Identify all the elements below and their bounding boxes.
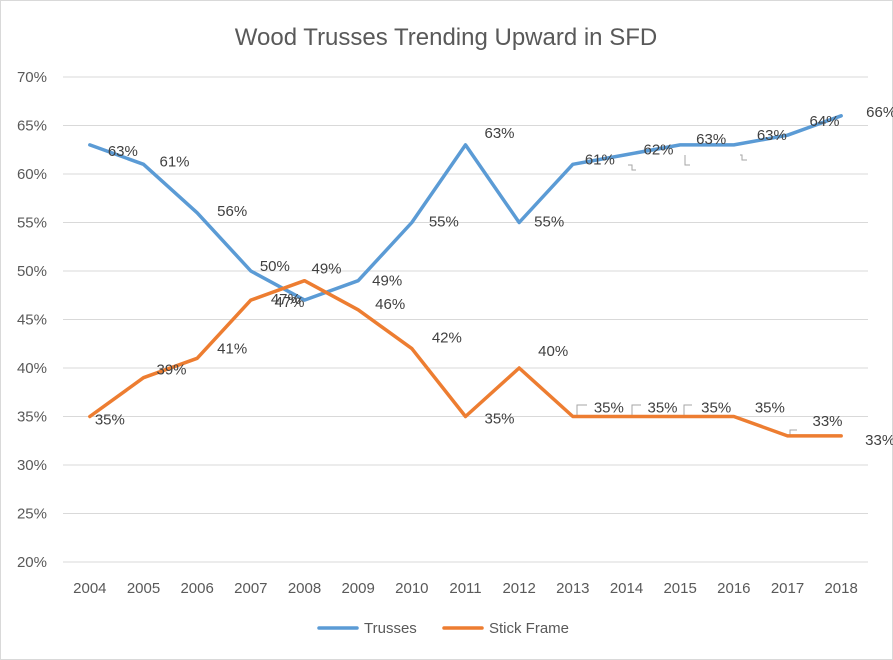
data-label: 56% <box>217 203 247 220</box>
leader-line <box>740 154 747 161</box>
data-label: 33% <box>812 413 842 430</box>
data-label: 66% <box>866 104 893 121</box>
data-label: 55% <box>534 214 564 231</box>
legend: Trusses Stick Frame <box>317 620 569 637</box>
x-tick-label: 2015 <box>663 580 696 597</box>
x-tick-label: 2013 <box>556 580 589 597</box>
x-tick-label: 2008 <box>288 580 321 597</box>
data-label: 55% <box>429 214 459 231</box>
series-lines <box>88 114 843 438</box>
data-label: 61% <box>159 153 189 170</box>
legend-label: Trusses <box>364 620 417 637</box>
data-label: 50% <box>260 258 290 275</box>
series-line-stick-frame <box>88 278 843 438</box>
x-tick-label: 2017 <box>771 580 804 597</box>
y-tick-label: 35% <box>17 409 47 426</box>
data-label: 35% <box>594 400 624 417</box>
gridlines <box>63 76 868 563</box>
legend-label: Stick Frame <box>489 620 569 637</box>
data-label: 63% <box>696 131 726 148</box>
data-label: 47% <box>274 294 304 311</box>
data-label: 63% <box>757 127 787 144</box>
y-tick-label: 45% <box>17 312 47 329</box>
data-label: 42% <box>432 330 462 347</box>
x-tick-label: 2009 <box>341 580 374 597</box>
x-tick-label: 2005 <box>127 580 160 597</box>
data-label: 35% <box>701 400 731 417</box>
data-label: 61% <box>585 151 615 168</box>
series-line-trusses <box>88 114 843 302</box>
x-tick-label: 2014 <box>610 580 643 597</box>
x-axis: 2004 2005 2006 2007 2008 2009 2010 2011 2012 2013… <box>63 561 868 597</box>
data-label: 49% <box>372 273 402 290</box>
y-tick-label: 70% <box>17 69 47 86</box>
y-tick-label: 55% <box>17 215 47 232</box>
x-tick-label: 2018 <box>824 580 857 597</box>
data-label: 46% <box>375 296 405 313</box>
data-label: 35% <box>484 411 514 428</box>
data-label: 39% <box>156 362 186 379</box>
x-tick-label: 2012 <box>502 580 535 597</box>
y-tick-label: 50% <box>17 263 47 280</box>
x-tick-label: 2006 <box>180 580 213 597</box>
y-axis-ticks: 20% 25% 30% 35% 40% 45% 50% 55% 60% 65% 70% <box>17 69 47 571</box>
leader-line <box>628 164 636 171</box>
x-tick-label: 2007 <box>234 580 267 597</box>
leader-line <box>631 404 641 417</box>
data-label: 64% <box>809 113 839 130</box>
data-label: 49% <box>311 261 341 278</box>
data-label: 62% <box>643 142 673 159</box>
x-tick-label: 2004 <box>73 580 106 597</box>
x-tick-label: 2016 <box>717 580 750 597</box>
data-label: 63% <box>484 125 514 142</box>
y-tick-label: 30% <box>17 457 47 474</box>
leader-line <box>684 155 690 166</box>
data-label: 63% <box>108 143 138 160</box>
data-label: 33% <box>865 432 893 449</box>
y-tick-label: 60% <box>17 166 47 183</box>
data-label: 41% <box>217 340 247 357</box>
data-label: 40% <box>538 343 568 360</box>
data-label: 35% <box>755 400 785 417</box>
data-label: 47% <box>271 291 301 308</box>
data-labels: 63% 61% 56% 50% 47% 49% 55% 63% 55% 61% 62% 63% 63% 6… <box>95 104 893 449</box>
leader-line <box>683 404 692 417</box>
x-tick-label: 2011 <box>449 580 481 597</box>
data-label: 35% <box>95 412 125 429</box>
data-label: 35% <box>647 400 677 417</box>
y-tick-label: 40% <box>17 360 47 377</box>
chart-title: Wood Trusses Trending Upward in SFD <box>235 24 657 51</box>
y-tick-label: 65% <box>17 118 47 135</box>
y-tick-label: 20% <box>17 554 47 571</box>
x-tick-label: 2010 <box>395 580 428 597</box>
leader-lines <box>576 154 797 437</box>
y-tick-label: 25% <box>17 506 47 523</box>
